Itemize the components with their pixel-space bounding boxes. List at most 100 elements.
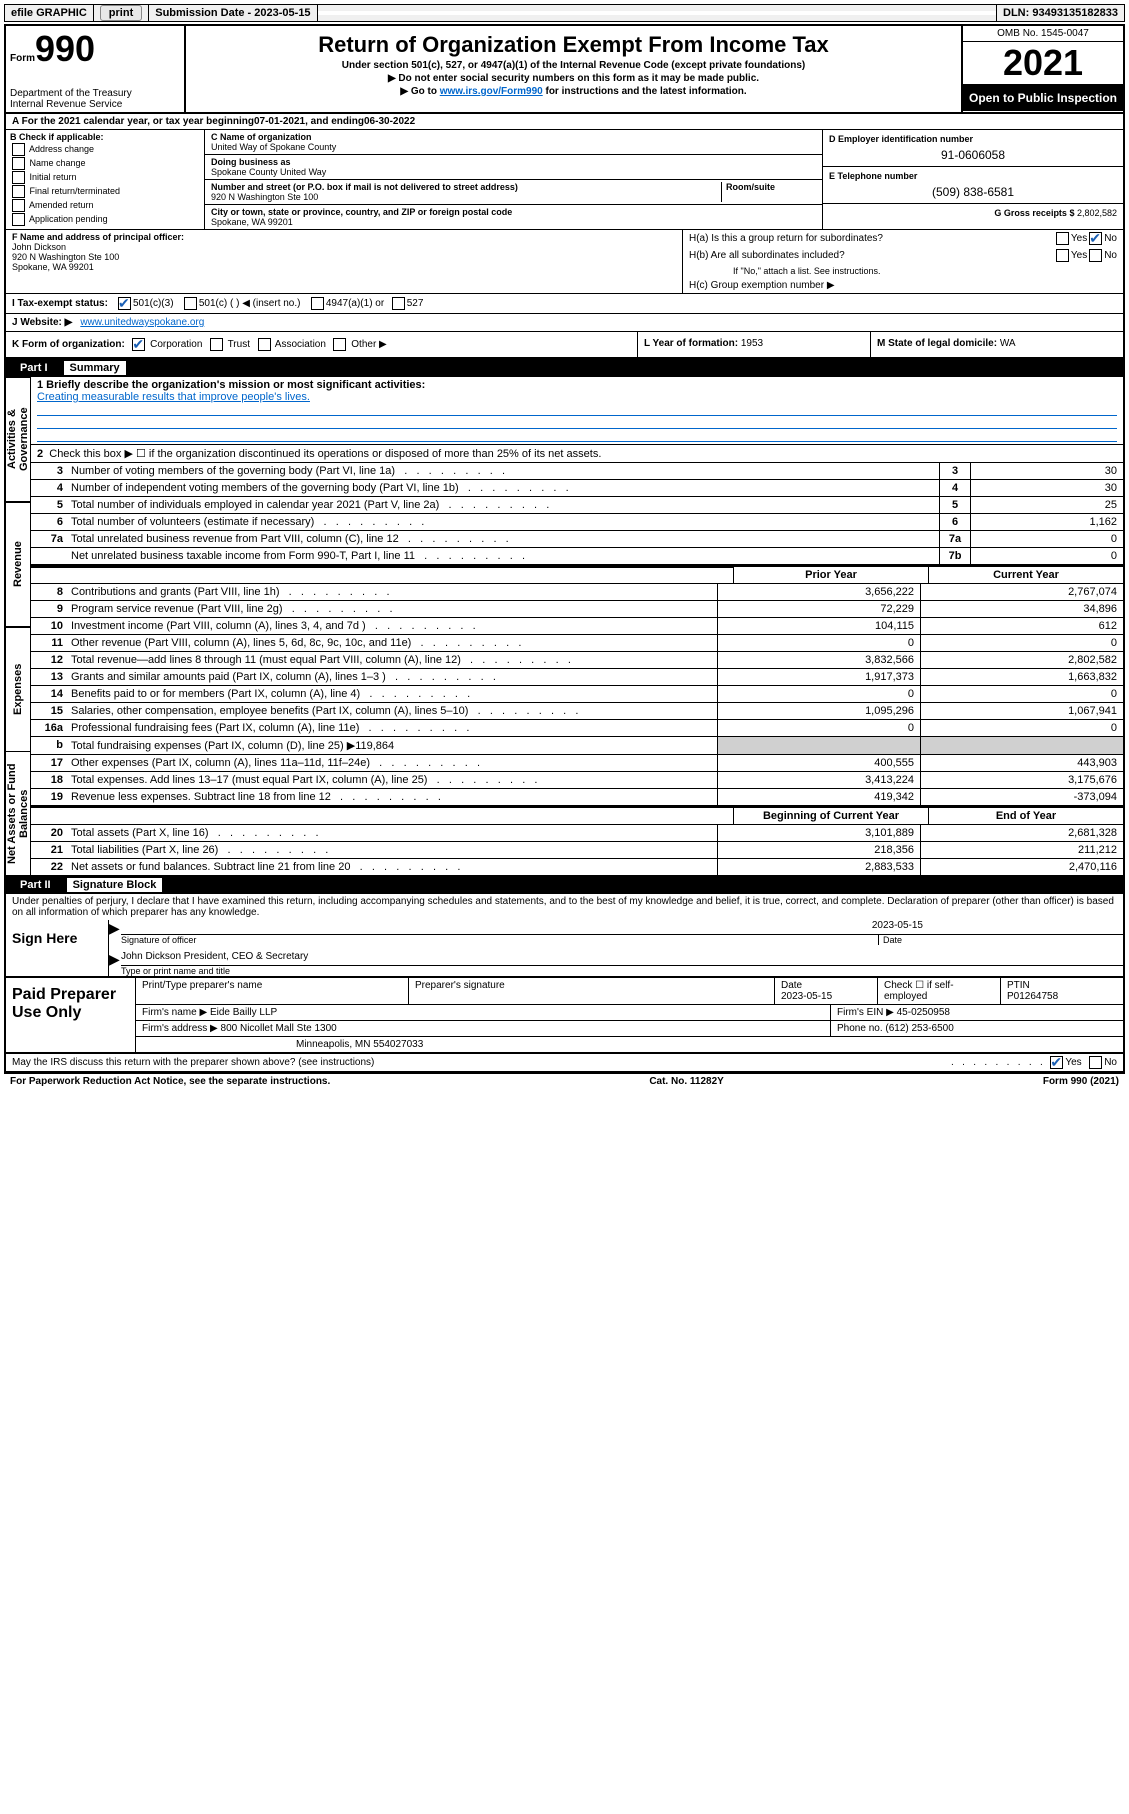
officer-name: John Dickson: [12, 242, 66, 252]
chk-amended[interactable]: [12, 199, 25, 212]
cat-no: Cat. No. 11282Y: [649, 1076, 723, 1087]
chk-final[interactable]: [12, 185, 25, 198]
gov-row: 5Total number of individuals employed in…: [31, 497, 1123, 514]
chk-address[interactable]: [12, 143, 25, 156]
efile-label: efile GRAPHIC: [5, 5, 94, 21]
street-addr: 920 N Washington Ste 100: [211, 192, 318, 202]
top-bar: efile GRAPHIC print Submission Date - 20…: [4, 4, 1125, 22]
net-head: Beginning of Current Year End of Year: [31, 806, 1123, 825]
header-right: OMB No. 1545-0047 2021 Open to Public In…: [961, 26, 1123, 112]
data-row: 22Net assets or fund balances. Subtract …: [31, 859, 1123, 876]
q1: 1 Briefly describe the organization's mi…: [31, 377, 1123, 445]
open-to-public: Open to Public Inspection: [963, 85, 1123, 111]
chk-hb-yes[interactable]: [1056, 249, 1069, 262]
note1: ▶ Do not enter social security numbers o…: [190, 73, 957, 84]
section-bcd: B Check if applicable: Address change Na…: [6, 130, 1123, 230]
firm-name: Eide Bailly LLP: [210, 1007, 277, 1018]
side-tabs: Activities & Governance Revenue Expenses…: [6, 377, 31, 876]
ein: 91-0606058: [829, 148, 1117, 162]
chk-ha-yes[interactable]: [1056, 232, 1069, 245]
chk-discuss-yes[interactable]: [1050, 1056, 1063, 1069]
form-page: efile GRAPHIC print Submission Date - 20…: [0, 0, 1129, 1093]
row-a: A For the 2021 calendar year, or tax yea…: [6, 114, 1123, 130]
data-row: bTotal fundraising expenses (Part IX, co…: [31, 737, 1123, 755]
gov-row: 6Total number of volunteers (estimate if…: [31, 514, 1123, 531]
irs-label: Internal Revenue Service: [10, 99, 180, 110]
sign-block: Sign Here ▶ 2023-05-15 Signature of offi…: [6, 920, 1123, 978]
mission-text: Creating measurable results that improve…: [37, 391, 310, 403]
data-row: 11Other revenue (Part VIII, column (A), …: [31, 635, 1123, 652]
dept-label: Department of the Treasury: [10, 88, 180, 99]
chk-assoc[interactable]: [258, 338, 271, 351]
chk-pending[interactable]: [12, 213, 25, 226]
chk-501c3[interactable]: [118, 297, 131, 310]
chk-4947[interactable]: [311, 297, 324, 310]
paid-preparer: Paid Preparer Use Only Print/Type prepar…: [6, 978, 1123, 1054]
gov-row: 4Number of independent voting members of…: [31, 480, 1123, 497]
irs-link[interactable]: www.irs.gov/Form990: [440, 86, 543, 97]
city-addr: Spokane, WA 99201: [211, 217, 293, 227]
side-net: Net Assets or Fund Balances: [6, 752, 30, 876]
subtitle: Under section 501(c), 527, or 4947(a)(1)…: [190, 60, 957, 71]
data-row: 21Total liabilities (Part X, line 26)218…: [31, 842, 1123, 859]
state-domicile: WA: [1000, 338, 1016, 349]
dba: Spokane County United Way: [211, 167, 326, 177]
firm-addr: 800 Nicollet Mall Ste 1300: [221, 1023, 337, 1034]
firm-ein: 45-0250958: [897, 1007, 950, 1018]
form-title: Return of Organization Exempt From Incom…: [190, 32, 957, 58]
officer-sig-name: John Dickson President, CEO & Secretary: [121, 951, 1123, 965]
header-row: Form990 Department of the Treasury Inter…: [6, 26, 1123, 114]
chk-527[interactable]: [392, 297, 405, 310]
rev-head: Prior Year Current Year: [31, 565, 1123, 584]
col-c: C Name of organization United Way of Spo…: [205, 130, 822, 229]
gov-row: 7aTotal unrelated business revenue from …: [31, 531, 1123, 548]
org-name: United Way of Spokane County: [211, 142, 336, 152]
data-row: 15Salaries, other compensation, employee…: [31, 703, 1123, 720]
chk-trust[interactable]: [210, 338, 223, 351]
col-d: D Employer identification number 91-0606…: [822, 130, 1123, 229]
data-row: 12Total revenue—add lines 8 through 11 (…: [31, 652, 1123, 669]
side-expenses: Expenses: [6, 627, 30, 752]
chk-other[interactable]: [333, 338, 346, 351]
sign-here-label: Sign Here: [6, 920, 108, 976]
data-row: 10Investment income (Part VIII, column (…: [31, 618, 1123, 635]
website-link[interactable]: www.unitedwayspokane.org: [80, 317, 204, 328]
chk-501c[interactable]: [184, 297, 197, 310]
print-button[interactable]: print: [100, 5, 142, 21]
row-j: J Website: ▶ www.unitedwayspokane.org: [6, 314, 1123, 332]
row-i: I Tax-exempt status: 501(c)(3) 501(c) ( …: [6, 294, 1123, 314]
ptin: P01264758: [1007, 991, 1058, 1002]
data-row: 18Total expenses. Add lines 13–17 (must …: [31, 772, 1123, 789]
footer: For Paperwork Reduction Act Notice, see …: [4, 1073, 1125, 1089]
part1-header: Part I Summary: [6, 359, 1123, 377]
data-row: 8Contributions and grants (Part VIII, li…: [31, 584, 1123, 601]
data-row: 14Benefits paid to or for members (Part …: [31, 686, 1123, 703]
gross-receipts: 2,802,582: [1077, 208, 1117, 218]
chk-corp[interactable]: [132, 338, 145, 351]
year-formation: 1953: [741, 338, 763, 349]
chk-ha-no[interactable]: [1089, 232, 1102, 245]
omb: OMB No. 1545-0047: [963, 26, 1123, 42]
chk-initial[interactable]: [12, 171, 25, 184]
tax-year: 2021: [963, 42, 1123, 85]
data-row: 13Grants and similar amounts paid (Part …: [31, 669, 1123, 686]
col-f: F Name and address of principal officer:…: [6, 230, 683, 293]
chk-name[interactable]: [12, 157, 25, 170]
gov-row: 3Number of voting members of the governi…: [31, 463, 1123, 480]
chk-hb-no[interactable]: [1089, 249, 1102, 262]
col-b: B Check if applicable: Address change Na…: [6, 130, 205, 229]
q2: 2 Check this box ▶ ☐ if the organization…: [31, 445, 1123, 463]
note2: ▶ Go to www.irs.gov/Form990 for instruct…: [190, 86, 957, 97]
chk-discuss-no[interactable]: [1089, 1056, 1102, 1069]
submission-date: Submission Date - 2023-05-15: [149, 5, 317, 21]
gov-row: Net unrelated business taxable income fr…: [31, 548, 1123, 565]
data-row: 20Total assets (Part X, line 16)3,101,88…: [31, 825, 1123, 842]
part2-header: Part II Signature Block: [6, 876, 1123, 894]
form-frame: Form990 Department of the Treasury Inter…: [4, 24, 1125, 1073]
row-k: K Form of organization: Corporation Trus…: [6, 332, 1123, 359]
form-ref: Form 990 (2021): [1043, 1076, 1119, 1087]
data-row: 17Other expenses (Part IX, column (A), l…: [31, 755, 1123, 772]
telephone: (509) 838-6581: [829, 185, 1117, 199]
side-governance: Activities & Governance: [6, 377, 30, 502]
header-left: Form990 Department of the Treasury Inter…: [6, 26, 186, 112]
